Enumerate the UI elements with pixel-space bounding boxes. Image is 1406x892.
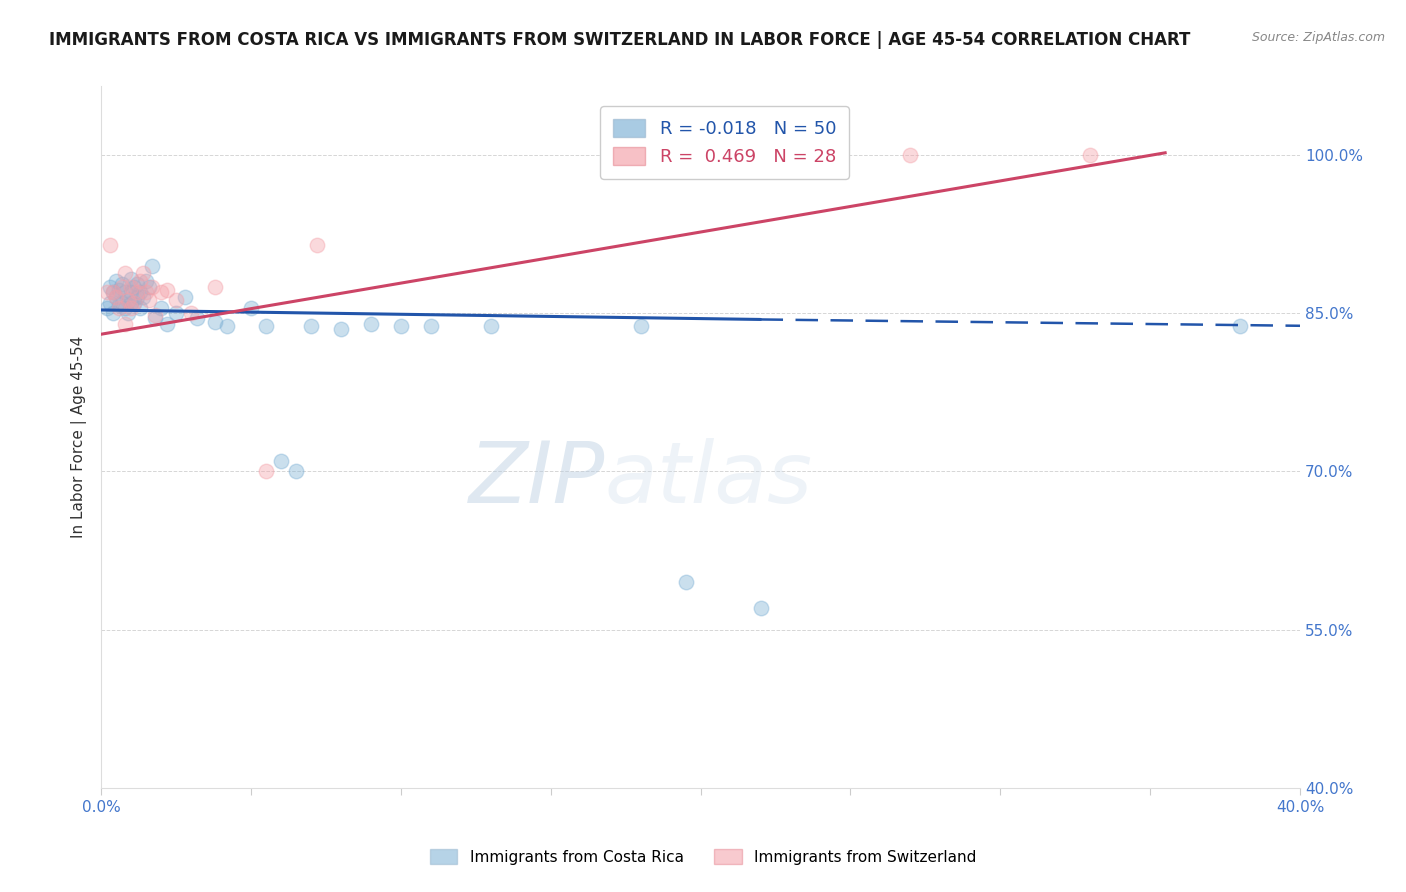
Text: Source: ZipAtlas.com: Source: ZipAtlas.com: [1251, 31, 1385, 45]
Point: [96, 301, 118, 315]
Text: atlas: atlas: [605, 438, 813, 521]
Point: [180, 306, 202, 320]
Point: [204, 314, 226, 328]
Point: [165, 306, 187, 320]
Point: [98, 295, 121, 310]
Point: [204, 279, 226, 293]
Point: [114, 266, 136, 280]
Point: [150, 301, 173, 315]
Point: [105, 290, 128, 304]
Point: [270, 454, 292, 468]
Point: [120, 285, 142, 299]
Point: [305, 237, 328, 252]
Point: [117, 293, 139, 308]
Point: [141, 259, 163, 273]
Point: [127, 290, 149, 304]
Point: [105, 275, 128, 289]
Point: [165, 293, 187, 308]
Point: [132, 290, 155, 304]
Point: [101, 285, 124, 299]
Point: [479, 318, 502, 333]
Point: [129, 285, 152, 299]
Point: [1078, 148, 1101, 162]
Point: [1229, 318, 1251, 333]
Point: [156, 283, 179, 297]
Point: [127, 277, 149, 291]
Point: [240, 301, 263, 315]
Point: [389, 318, 412, 333]
Point: [105, 290, 128, 304]
Point: [898, 148, 921, 162]
Point: [120, 301, 142, 315]
Point: [127, 285, 149, 299]
Point: [98, 279, 121, 293]
Point: [122, 295, 145, 310]
Point: [186, 311, 208, 326]
Legend: Immigrants from Costa Rica, Immigrants from Switzerland: Immigrants from Costa Rica, Immigrants f…: [423, 843, 983, 871]
Y-axis label: In Labor Force | Age 45-54: In Labor Force | Age 45-54: [72, 336, 87, 538]
Point: [329, 322, 352, 336]
Point: [120, 279, 142, 293]
Point: [749, 601, 772, 615]
Point: [299, 318, 322, 333]
Point: [215, 318, 238, 333]
Point: [284, 464, 307, 478]
Point: [117, 306, 139, 320]
Point: [419, 318, 441, 333]
Point: [129, 301, 152, 315]
Point: [135, 275, 157, 289]
Point: [150, 285, 173, 299]
Point: [122, 279, 145, 293]
Point: [122, 295, 145, 310]
Point: [360, 317, 382, 331]
Point: [108, 301, 131, 315]
Point: [114, 301, 136, 315]
Point: [120, 272, 142, 286]
Point: [98, 237, 121, 252]
Point: [174, 290, 197, 304]
Point: [120, 295, 142, 310]
Point: [156, 317, 179, 331]
Point: [101, 285, 124, 299]
Point: [114, 285, 136, 299]
Point: [675, 575, 697, 590]
Point: [630, 318, 652, 333]
Point: [101, 306, 124, 320]
Point: [141, 279, 163, 293]
Point: [135, 285, 157, 299]
Legend: R = -0.018   N = 50, R =  0.469   N = 28: R = -0.018 N = 50, R = 0.469 N = 28: [600, 106, 849, 179]
Point: [111, 279, 134, 293]
Point: [132, 266, 155, 280]
Point: [111, 295, 134, 310]
Point: [114, 317, 136, 331]
Point: [117, 293, 139, 308]
Point: [108, 298, 131, 312]
Point: [254, 464, 277, 478]
Point: [143, 311, 166, 326]
Point: [138, 293, 160, 308]
Point: [108, 283, 131, 297]
Point: [254, 318, 277, 333]
Point: [143, 308, 166, 322]
Text: ZIP: ZIP: [468, 438, 605, 521]
Point: [129, 275, 152, 289]
Point: [96, 285, 118, 299]
Point: [138, 279, 160, 293]
Text: IMMIGRANTS FROM COSTA RICA VS IMMIGRANTS FROM SWITZERLAND IN LABOR FORCE | AGE 4: IMMIGRANTS FROM COSTA RICA VS IMMIGRANTS…: [49, 31, 1191, 49]
Point: [111, 277, 134, 291]
